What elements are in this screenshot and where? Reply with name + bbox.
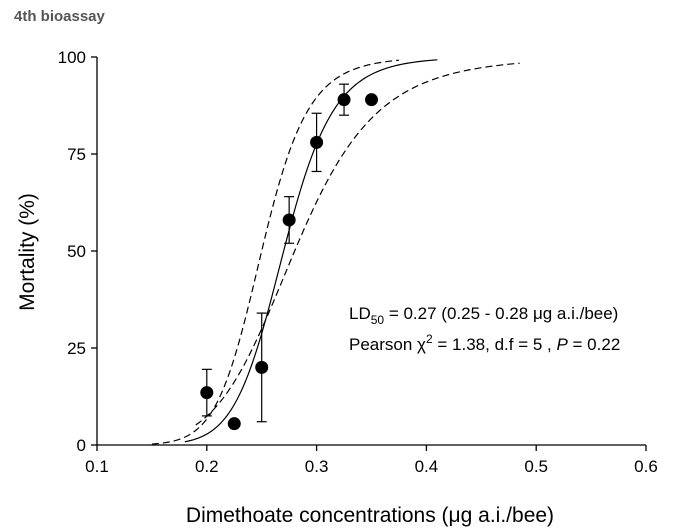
- x-tick-label: 0.6: [634, 457, 658, 476]
- x-axis-label: Dimethoate concentrations (μg a.i./bee): [186, 504, 554, 527]
- pearson-annotation-mid: = 1.38, d.f = 5 ,: [433, 335, 557, 354]
- x-tick-label: 0.2: [195, 457, 219, 476]
- pearson-annotation-sup: 2: [426, 332, 433, 346]
- pearson-annotation-p: P: [556, 335, 568, 354]
- lower-confidence-curve: [151, 59, 400, 445]
- x-tick-label: 0.5: [524, 457, 548, 476]
- y-tick-label: 25: [67, 339, 86, 358]
- pearson-annotation-end: = 0.22: [568, 335, 620, 354]
- error-bars: [201, 83, 350, 423]
- ld50-annotation-rest: = 0.27 (0.25 - 0.28 μg a.i./bee): [384, 304, 618, 323]
- data-point: [255, 360, 269, 374]
- probit-fit-curve: [184, 59, 438, 443]
- y-tick-label: 75: [67, 145, 86, 164]
- data-point: [227, 417, 241, 431]
- y-tick-label: 0: [77, 436, 86, 455]
- data-point: [200, 386, 214, 400]
- ld50-annotation-sub: 50: [371, 313, 385, 327]
- figure-heading: 4th bioassay: [14, 8, 105, 25]
- curves: [151, 59, 520, 445]
- data-point: [365, 93, 378, 107]
- y-axis-label: Mortality (%): [16, 193, 39, 311]
- x-tick-label: 0.3: [305, 457, 329, 476]
- ld50-annotation-prefix: LD: [349, 304, 371, 323]
- data-point: [310, 135, 324, 149]
- axes: 0.1 0.2 0.3 0.4 0.5 0.6 0 25 50 75 100: [58, 48, 658, 476]
- y-tick-label: 50: [67, 242, 86, 261]
- ld50-annotation: LD50 = 0.27 (0.25 - 0.28 μg a.i./bee): [349, 304, 618, 327]
- data-points: [200, 93, 378, 431]
- data-point: [282, 213, 296, 227]
- y-tick-label: 100: [58, 48, 86, 67]
- x-tick-label: 0.4: [415, 457, 439, 476]
- data-point: [337, 93, 351, 107]
- upper-confidence-curve: [195, 62, 520, 426]
- x-tick-label: 0.1: [85, 457, 109, 476]
- pearson-annotation: Pearson χ2 = 1.38, d.f = 5 , P = 0.22: [349, 332, 620, 354]
- pearson-annotation-prefix: Pearson χ: [349, 335, 426, 354]
